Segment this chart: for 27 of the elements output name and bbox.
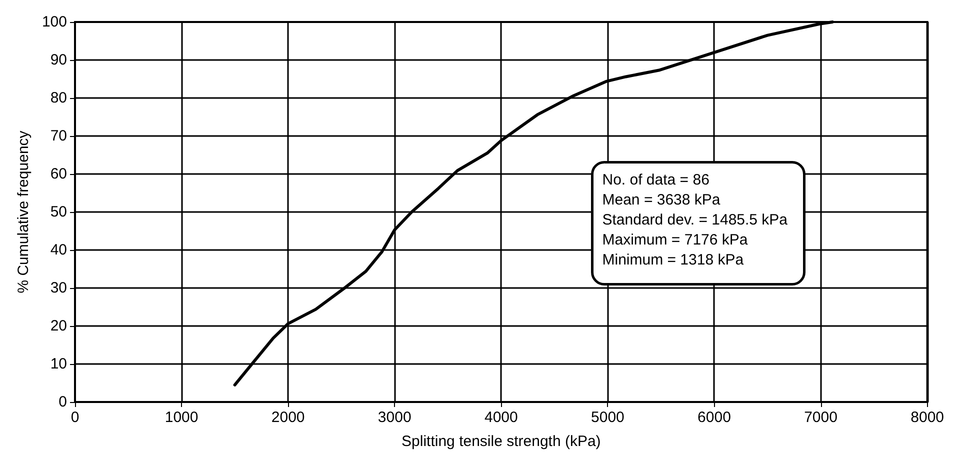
y-tick-label: 60	[50, 166, 67, 182]
x-tick-label: 6000	[698, 409, 731, 426]
y-tick-label: 100	[42, 14, 67, 30]
x-tick-label: 2000	[271, 409, 305, 426]
x-tick-label: 0	[70, 409, 80, 426]
y-tick-label: 40	[50, 242, 67, 258]
y-tick-label: 80	[50, 90, 67, 106]
x-tick-label: 3000	[378, 409, 412, 426]
x-tick-label: 5000	[591, 409, 624, 426]
x-tick-label: 4000	[484, 409, 518, 426]
y-tick-label: 0	[58, 394, 67, 410]
y-axis-title: % Cumulative frequency	[15, 130, 32, 294]
y-tick-label: 10	[50, 356, 67, 372]
annotation: Mean = 3638 kPa	[602, 191, 721, 208]
x-tick-label: 1000	[164, 409, 198, 426]
y-tick-label: 50	[50, 204, 67, 220]
x-tick-label: 7000	[804, 409, 838, 426]
annotation: Maximum = 7176 kPa	[602, 231, 748, 248]
annotation: Standard dev. = 1485.5 kPa	[602, 211, 788, 228]
y-tick-label: 90	[50, 52, 67, 68]
y-tick-label: 30	[50, 280, 67, 296]
x-tick-label: 8000	[910, 409, 944, 426]
annotation: Minimum = 1318 kPa	[602, 251, 744, 268]
x-axis-title: Splitting tensile strength (kPa)	[402, 433, 601, 450]
annotation: No. of data = 86	[602, 171, 710, 188]
y-tick-label: 70	[50, 128, 67, 144]
y-tick-label: 20	[50, 318, 67, 334]
